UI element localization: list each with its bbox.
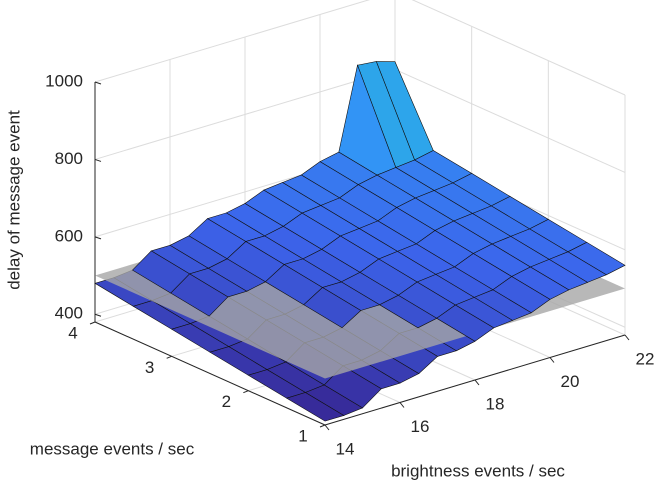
y-tick xyxy=(89,321,96,325)
x-tick xyxy=(324,424,330,431)
surface-cell xyxy=(378,294,438,329)
x-tick-label: 18 xyxy=(486,394,505,413)
y-tick xyxy=(166,355,172,359)
x-tick-label: 22 xyxy=(636,349,655,368)
x-tick xyxy=(474,379,480,386)
surface-cell xyxy=(285,392,345,422)
z-tick-label: 1000 xyxy=(45,71,83,90)
x-axis-title: brightness events / sec xyxy=(391,461,565,480)
y-tick-label: 4 xyxy=(68,323,77,342)
x-tick xyxy=(549,357,555,363)
z-tick xyxy=(94,158,102,162)
surface-cell xyxy=(436,304,495,342)
y-tick xyxy=(319,424,326,428)
grid-line xyxy=(94,0,371,83)
x-tick-label: 20 xyxy=(561,372,580,391)
y-tick xyxy=(243,390,249,394)
z-tick-label: 600 xyxy=(55,226,83,245)
y-axis-title: message events / sec xyxy=(30,439,195,458)
z-tick xyxy=(94,236,102,240)
z-tick xyxy=(94,81,102,85)
x-tick-label: 16 xyxy=(411,417,430,436)
x-tick-label: 14 xyxy=(336,439,355,458)
grid-line xyxy=(411,0,626,96)
grid-line xyxy=(394,68,626,173)
x-tick xyxy=(624,334,630,341)
y-tick-label: 2 xyxy=(222,392,231,411)
surface-cell xyxy=(170,273,229,317)
x-tick xyxy=(399,402,405,408)
y-tick-label: 1 xyxy=(298,426,307,445)
y-axis xyxy=(94,321,326,426)
y-tick-label: 3 xyxy=(145,358,154,377)
z-tick-label: 400 xyxy=(55,304,83,323)
z-tick-label: 800 xyxy=(55,149,83,168)
surface-cell xyxy=(303,287,362,329)
z-tick xyxy=(94,313,102,317)
grid-line xyxy=(94,68,396,160)
z-axis-title: delay of message event xyxy=(4,110,23,290)
